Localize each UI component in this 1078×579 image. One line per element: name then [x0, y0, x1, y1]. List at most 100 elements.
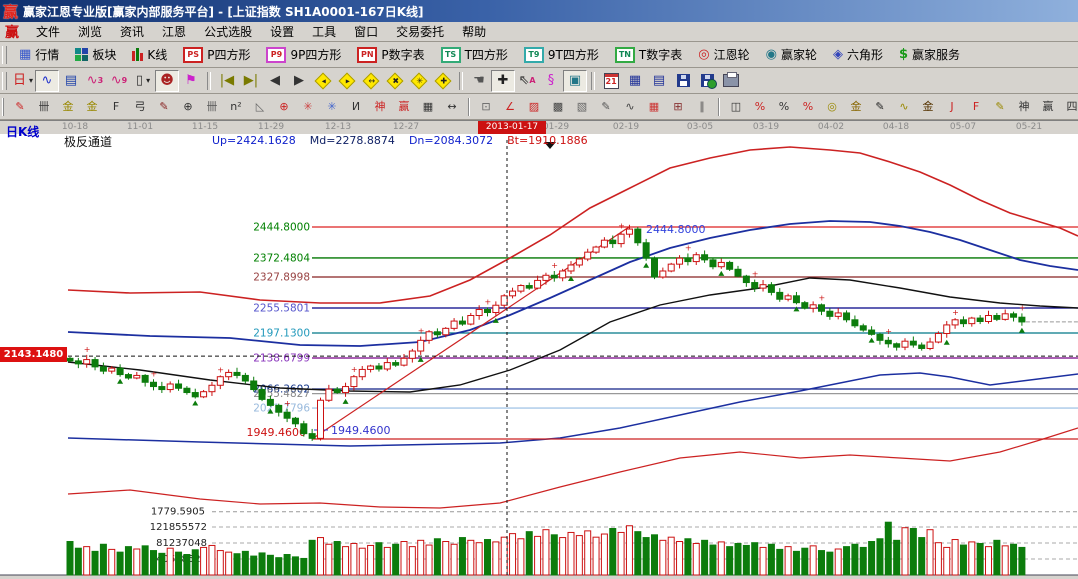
percent-line-button[interactable]: % — [796, 96, 820, 118]
globe-cycle-button[interactable]: ⊕ — [176, 96, 200, 118]
t-square-button[interactable]: TS T四方形 — [433, 45, 516, 65]
p-square-button[interactable]: PS P四方形 — [175, 45, 258, 65]
gold-pen-button[interactable]: ✎ — [988, 96, 1012, 118]
zoom-diamond-hexpand-button[interactable]: ↔ — [359, 70, 383, 92]
menu-浏览[interactable]: 浏览 — [78, 25, 103, 39]
section-tool-button[interactable]: § — [539, 70, 563, 92]
hand-tool-button[interactable]: ☚ — [467, 70, 491, 92]
zoom-diamond-left-button[interactable]: ◂ — [311, 70, 335, 92]
shade-box-button[interactable]: ▧ — [570, 96, 594, 118]
ma-9-button[interactable]: ∿ 9 — [107, 70, 131, 92]
t-number-table-button[interactable]: TN T数字表 — [607, 45, 690, 65]
shen-line-button[interactable]: 神 — [1012, 96, 1036, 118]
j-angle-button[interactable]: J — [940, 96, 964, 118]
menu-设置[interactable]: 设置 — [270, 25, 295, 39]
9p-square-button[interactable]: P9 9P四方形 — [258, 45, 349, 65]
grid-dark-button[interactable]: ▩ — [546, 96, 570, 118]
save-web-button[interactable] — [695, 70, 719, 92]
zoom-diamond-right-button[interactable]: ▸ — [335, 70, 359, 92]
grid-diag-red-button[interactable]: ▨ — [522, 96, 546, 118]
pen-line-button[interactable]: ✎ — [594, 96, 618, 118]
winner-wheel-button[interactable]: ◉ 赢家轮 — [758, 45, 825, 65]
print-button[interactable] — [719, 70, 743, 92]
nav-first-button[interactable]: |◀ — [215, 70, 239, 92]
grid-red-button[interactable]: ▦ — [642, 96, 666, 118]
ink-pen-button[interactable]: ✎ — [868, 96, 892, 118]
tick-ruler-button[interactable]: 卌 — [200, 96, 224, 118]
gold-ruler-b-button[interactable]: 金 — [80, 96, 104, 118]
menu-帮助[interactable]: 帮助 — [462, 25, 487, 39]
ruler-123-button[interactable]: ▦ — [416, 96, 440, 118]
single-candle-dropdown-icon[interactable]: ▾ — [146, 76, 151, 85]
wave-gold-button[interactable]: ∿ — [892, 96, 916, 118]
ying-line-button[interactable]: 赢 — [1036, 96, 1060, 118]
sectors-button[interactable]: 板块 — [67, 45, 124, 65]
pointer-label-button[interactable]: ⇖ A — [515, 70, 539, 92]
winner-service-button[interactable]: $ 赢家服务 — [891, 45, 968, 65]
menu-交易委托[interactable]: 交易委托 — [396, 25, 445, 39]
percent-box-button[interactable]: % — [748, 96, 772, 118]
menu-江恩[interactable]: 江恩 — [162, 25, 187, 39]
menu-文件[interactable]: 文件 — [36, 25, 61, 39]
f-angle-button[interactable]: F — [964, 96, 988, 118]
angle-tool-button[interactable]: ◺ — [248, 96, 272, 118]
menu-窗口[interactable]: 窗口 — [354, 25, 379, 39]
9t-square-button[interactable]: T9 9T四方形 — [516, 45, 607, 65]
p-number-table-button[interactable]: PN P数字表 — [349, 45, 432, 65]
gann-fan-center-button[interactable]: ⊕ — [272, 96, 296, 118]
comb-ruler-button[interactable]: 卌 — [32, 96, 56, 118]
menu-资讯[interactable]: 资讯 — [120, 25, 145, 39]
hexagon-button[interactable]: ◈ 六角形 — [825, 45, 891, 65]
pen-tool-button[interactable]: ✎ — [8, 96, 32, 118]
percent-button[interactable]: % — [772, 96, 796, 118]
shen-grid-button[interactable]: 神 — [368, 96, 392, 118]
kline-chart[interactable]: 12185557281237048406185241779.59052444.8… — [0, 120, 1078, 579]
kline-button[interactable]: K线 — [124, 45, 175, 65]
zoom-diamond-expand-button[interactable]: ✚ — [431, 70, 455, 92]
width-arrows-button[interactable]: ↔ — [440, 96, 464, 118]
nav-prev-button[interactable]: ◀ — [263, 70, 287, 92]
gold-circle-button[interactable]: ◎ — [820, 96, 844, 118]
nav-last-button[interactable]: ▶| — [239, 70, 263, 92]
pen-angle-button[interactable]: ✎ — [152, 96, 176, 118]
reversal-face-button[interactable]: ☻ — [155, 69, 179, 92]
box-corner-button[interactable]: ⊡ — [474, 96, 498, 118]
pattern-view-button[interactable]: ∿ — [35, 69, 59, 92]
n2-tool-button[interactable]: n² — [224, 96, 248, 118]
zoom-diamond-star-button[interactable]: ✳ — [407, 70, 431, 92]
bow-tool-button[interactable]: 弓 — [128, 96, 152, 118]
wave-tool-button[interactable]: ∿ — [618, 96, 642, 118]
slash-lines-button[interactable]: ∥ — [690, 96, 714, 118]
web-blue-button[interactable]: ✳ — [320, 96, 344, 118]
four-line-button[interactable]: 四 — [1060, 96, 1078, 118]
web-red-button[interactable]: ✳ — [296, 96, 320, 118]
notepad-button[interactable]: ▤ — [647, 70, 671, 92]
nav-next-button[interactable]: ▶ — [287, 70, 311, 92]
menu-公式选股[interactable]: 公式选股 — [204, 25, 253, 39]
k-note-button[interactable]: И — [344, 96, 368, 118]
zoom-diamond-shrink-button[interactable]: ✖ — [383, 70, 407, 92]
f-ruler-button[interactable]: F — [104, 96, 128, 118]
kline-style-button[interactable]: 日 ▾ — [11, 70, 35, 92]
quotes-button[interactable]: ▦ 行情 — [11, 45, 67, 65]
save-button[interactable] — [671, 70, 695, 92]
menu-工具[interactable]: 工具 — [312, 25, 337, 39]
gold-ruler-a-button[interactable]: 金 — [56, 96, 80, 118]
single-candle-button[interactable]: ▯ ▾ — [131, 70, 155, 92]
gold-lines-button[interactable]: 金 — [844, 96, 868, 118]
crosshair-tool-button[interactable]: ✚ — [491, 69, 515, 92]
kline-style-dropdown-icon[interactable]: ▾ — [29, 76, 34, 85]
ying-grid-button[interactable]: 赢 — [392, 96, 416, 118]
calculator-button[interactable]: ▦ — [623, 70, 647, 92]
chart-area[interactable]: 10-18 11-01 11-15 11-29 12-13 12-27 01-29 02-19… — [0, 120, 1078, 579]
vest-tool-button[interactable]: ▣ — [563, 69, 587, 92]
calendar-button[interactable]: 21 — [599, 70, 623, 92]
gann-wheel-button[interactable]: ◎ 江恩轮 — [690, 45, 757, 65]
column-chart-button[interactable]: ◫ — [724, 96, 748, 118]
grid-export-button[interactable]: ⊞ — [666, 96, 690, 118]
red-rays-button[interactable]: ∠ — [498, 96, 522, 118]
draw-flag-button[interactable]: ⚑ — [179, 70, 203, 92]
info-note-button[interactable]: ▤ — [59, 70, 83, 92]
gold-under-button[interactable]: 金 — [916, 96, 940, 118]
ma-3-button[interactable]: ∿ 3 — [83, 70, 107, 92]
